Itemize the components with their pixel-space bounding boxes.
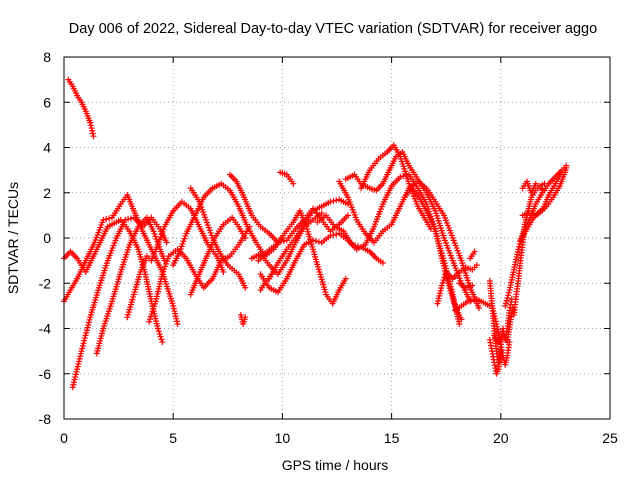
data-point-markers [467, 248, 478, 262]
data-point-markers [124, 198, 227, 321]
series-s26 [451, 296, 493, 314]
x-tick-label: 20 [493, 430, 509, 446]
y-tick-label: 2 [43, 185, 51, 201]
data-point-markers [69, 214, 170, 391]
x-tick-label: 0 [60, 430, 68, 446]
data-point-markers [257, 237, 325, 296]
data-point-markers [486, 336, 504, 377]
y-tick-label: 4 [43, 140, 51, 156]
data-point-markers [519, 178, 548, 196]
data-layer [61, 76, 570, 391]
series-s4 [69, 214, 170, 391]
data-point-markers [255, 207, 349, 307]
y-axis-label: SDTVAR / TECUs [5, 182, 21, 294]
series-s18 [266, 196, 351, 282]
series-s23 [358, 142, 434, 232]
data-point-markers [277, 169, 297, 187]
data-point-markers [434, 262, 480, 307]
series-s37 [519, 178, 548, 196]
data-point-markers [187, 185, 249, 291]
series-s6 [124, 198, 227, 321]
y-tick-label: -2 [39, 275, 52, 291]
chart-title: Day 006 of 2022, Sidereal Day-to-day VTE… [69, 21, 597, 37]
data-point-markers [266, 196, 351, 282]
series-s1 [65, 76, 97, 140]
series-s14 [255, 207, 349, 307]
series-s15 [257, 237, 325, 296]
series-s11 [237, 311, 249, 327]
data-point-markers [314, 212, 386, 266]
x-tick-label: 25 [602, 430, 618, 446]
x-tick-label: 10 [275, 430, 291, 446]
data-point-markers [237, 311, 249, 327]
y-tick-label: 0 [43, 230, 51, 246]
data-point-markers [358, 142, 434, 232]
y-tick-label: 6 [43, 94, 51, 110]
y-tick-label: -6 [39, 366, 52, 382]
series-s36 [519, 169, 565, 219]
data-point-markers [456, 280, 476, 291]
series-s27 [456, 280, 476, 291]
series-s28 [467, 248, 478, 262]
data-point-markers [342, 149, 474, 305]
series-s25 [434, 262, 480, 307]
data-point-markers [401, 185, 465, 323]
x-tick-label: 5 [169, 430, 177, 446]
data-point-markers [93, 214, 168, 357]
data-point-markers [491, 180, 548, 346]
series-s22 [342, 149, 474, 305]
y-tick-label: 8 [43, 49, 51, 65]
data-point-markers [248, 210, 325, 278]
series-s10 [187, 185, 249, 291]
series-s13 [248, 210, 325, 278]
y-tick-label: -8 [39, 411, 52, 427]
series-s21 [314, 212, 386, 266]
series-s33 [491, 180, 548, 346]
x-tick-label: 15 [384, 430, 400, 446]
data-point-markers [65, 76, 97, 140]
axis-ticks: 0 5 10 15 20 25 -8 -6 -4 -2 0 2 4 6 8 [39, 49, 618, 446]
series-s5 [93, 214, 168, 357]
data-point-markers [519, 169, 565, 219]
series-s24 [401, 185, 465, 323]
y-tick-label: -4 [39, 321, 52, 337]
series-s17 [277, 169, 297, 187]
data-point-markers [451, 296, 493, 314]
series-s31 [486, 336, 504, 377]
x-axis-label: GPS time / hours [282, 457, 389, 473]
